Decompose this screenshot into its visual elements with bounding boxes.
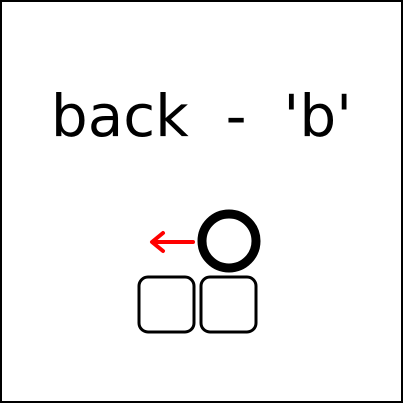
command-caption: back - 'b' <box>50 82 353 150</box>
key-right-icon <box>199 275 258 334</box>
circle-icon <box>197 209 261 273</box>
key-left-icon <box>137 275 196 334</box>
left-arrow-icon <box>150 231 195 253</box>
